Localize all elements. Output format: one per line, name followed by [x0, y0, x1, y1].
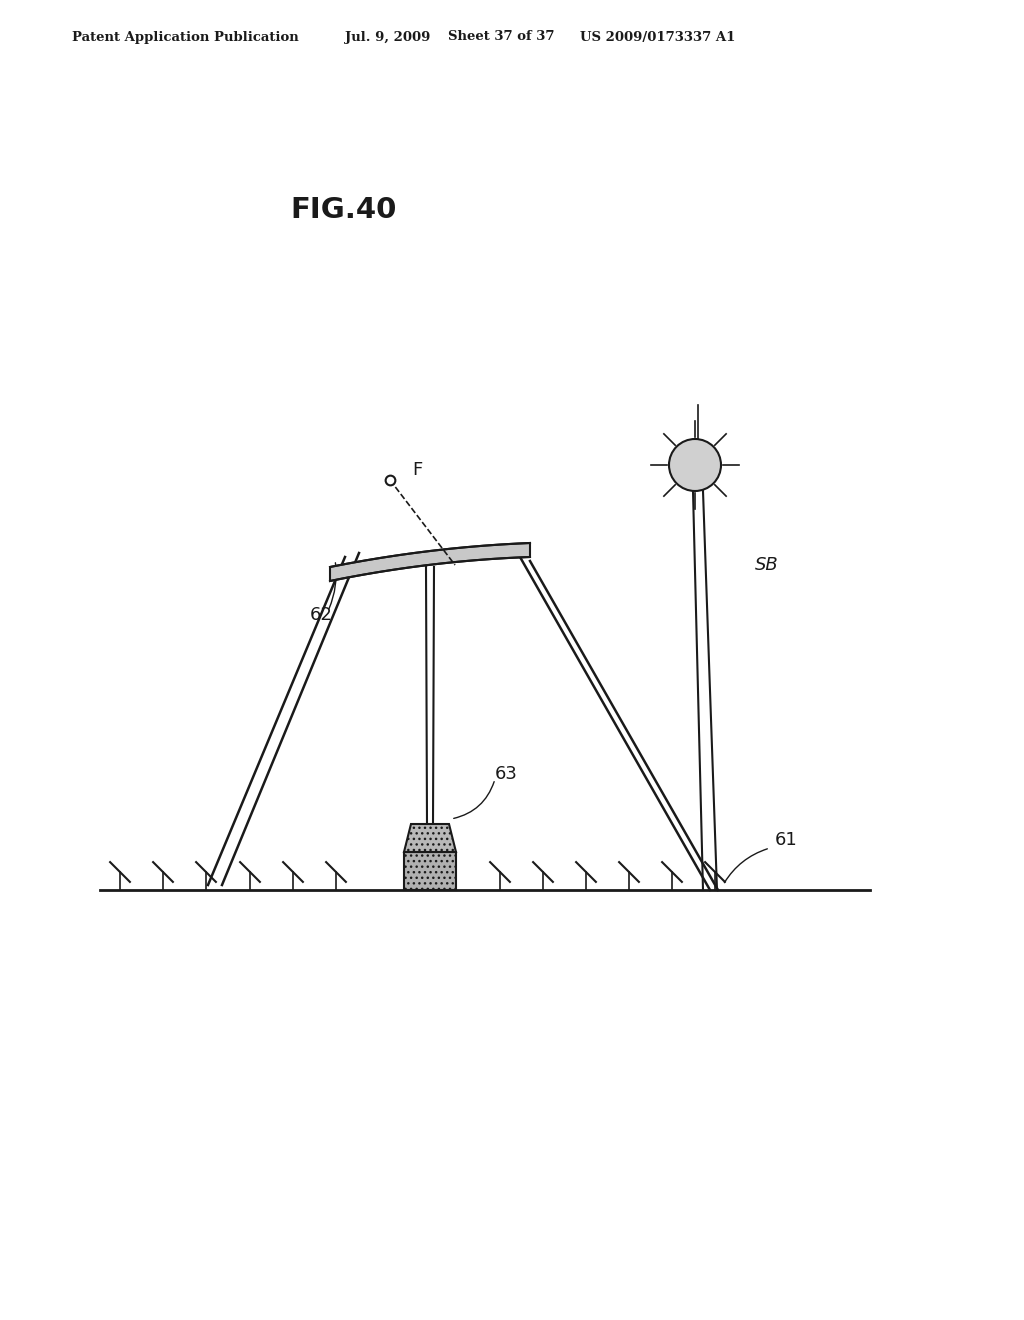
Text: Jul. 9, 2009: Jul. 9, 2009: [345, 30, 430, 44]
Circle shape: [669, 440, 721, 491]
Text: SB: SB: [755, 556, 778, 574]
Text: Sheet 37 of 37: Sheet 37 of 37: [449, 30, 555, 44]
Text: 63: 63: [495, 766, 518, 783]
Polygon shape: [330, 543, 530, 581]
Text: 62: 62: [310, 606, 333, 624]
Polygon shape: [404, 851, 456, 890]
Text: F: F: [412, 461, 422, 479]
Text: US 2009/0173337 A1: US 2009/0173337 A1: [580, 30, 735, 44]
Text: Patent Application Publication: Patent Application Publication: [72, 30, 299, 44]
Text: FIG.40: FIG.40: [290, 195, 396, 224]
Polygon shape: [404, 824, 456, 851]
Text: 61: 61: [775, 832, 798, 849]
